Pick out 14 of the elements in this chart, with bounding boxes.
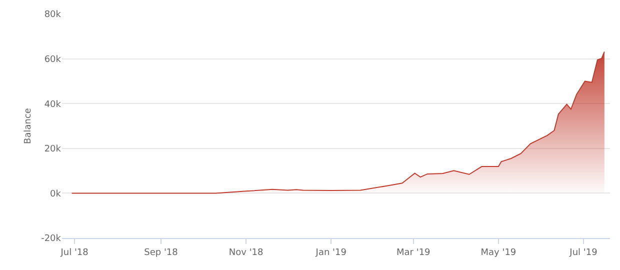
y-tick-label: -20k: [41, 234, 62, 244]
y-tick-label: 80k: [44, 10, 62, 20]
x-tick-label: Nov '18: [228, 248, 264, 258]
x-tick-label: Sep '18: [144, 248, 178, 258]
x-tick-label: Jan '19: [314, 248, 347, 258]
y-tick-label: 60k: [44, 54, 62, 65]
x-tick-label: Jul '19: [568, 248, 598, 258]
x-tick-label: Jul '18: [60, 248, 89, 258]
y-axis-title: Balance: [23, 108, 34, 144]
y-tick-label: 0k: [50, 189, 62, 200]
y-tick-label: 20k: [44, 144, 62, 155]
x-tick-label: Mar '19: [396, 248, 431, 258]
y-tick-label: 40k: [44, 100, 62, 110]
x-tick-label: May '19: [480, 248, 516, 258]
